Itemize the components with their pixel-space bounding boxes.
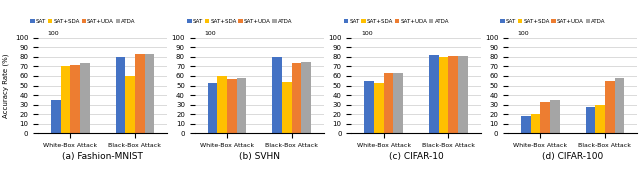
Bar [272, 57, 282, 133]
Bar [458, 56, 468, 133]
Text: 100: 100 [361, 31, 372, 36]
Bar [51, 100, 61, 133]
Bar [70, 65, 80, 133]
Bar [292, 63, 301, 133]
Bar [61, 66, 70, 133]
Legend: SAT, SAT+SDA, SAT+UDA, ATDA: SAT, SAT+SDA, SAT+UDA, ATDA [31, 19, 136, 24]
Legend: SAT, SAT+SDA, SAT+UDA, ATDA: SAT, SAT+SDA, SAT+UDA, ATDA [187, 19, 292, 24]
Legend: SAT, SAT+SDA, SAT+UDA, ATDA: SAT, SAT+SDA, SAT+UDA, ATDA [344, 19, 449, 24]
Bar [521, 116, 531, 133]
Bar [394, 73, 403, 133]
Bar [374, 83, 383, 133]
Bar [125, 76, 135, 133]
Bar [540, 102, 550, 133]
Bar [218, 76, 227, 133]
Bar [429, 55, 438, 133]
X-axis label: (c) CIFAR-10: (c) CIFAR-10 [388, 152, 444, 161]
Bar [364, 81, 374, 133]
Legend: SAT, SAT+SDA, SAT+UDA, ATDA: SAT, SAT+SDA, SAT+UDA, ATDA [500, 19, 605, 24]
Y-axis label: Accuracy Rate (%): Accuracy Rate (%) [3, 53, 9, 118]
Bar [531, 114, 540, 133]
Text: 100: 100 [204, 31, 216, 36]
Bar [595, 105, 605, 133]
Text: 100: 100 [48, 31, 60, 36]
Bar [145, 54, 154, 133]
Text: 100: 100 [518, 31, 529, 36]
Bar [605, 81, 614, 133]
Bar [614, 78, 624, 133]
X-axis label: (a) Fashion-MNIST: (a) Fashion-MNIST [62, 152, 143, 161]
Bar [550, 100, 559, 133]
Bar [207, 83, 218, 133]
Bar [438, 57, 448, 133]
Bar [586, 107, 595, 133]
Bar [448, 56, 458, 133]
Bar [237, 78, 246, 133]
Bar [135, 54, 145, 133]
Bar [282, 82, 292, 133]
X-axis label: (d) CIFAR-100: (d) CIFAR-100 [542, 152, 604, 161]
Bar [80, 63, 90, 133]
Bar [227, 79, 237, 133]
Bar [116, 57, 125, 133]
X-axis label: (b) SVHN: (b) SVHN [239, 152, 280, 161]
Bar [301, 62, 311, 133]
Bar [383, 73, 394, 133]
